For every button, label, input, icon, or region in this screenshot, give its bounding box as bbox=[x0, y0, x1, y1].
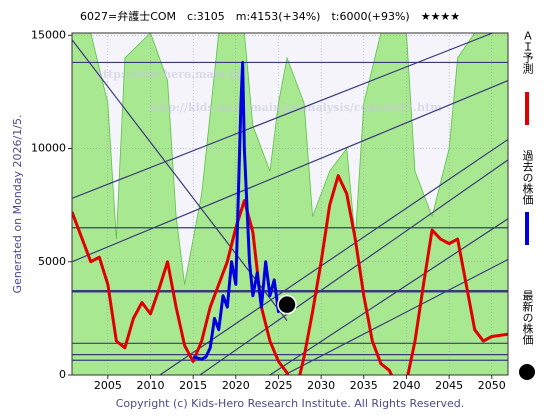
watermark: http://kids-hero.main.jp/analysis/code60… bbox=[150, 101, 442, 114]
side-note: Generated on Monday 2026/1/5. bbox=[11, 115, 24, 294]
y-tick-label: 5000 bbox=[38, 255, 66, 268]
x-tick-label: 2005 bbox=[94, 379, 122, 392]
x-tick-label: 2035 bbox=[350, 379, 378, 392]
x-tick-label: 2010 bbox=[136, 379, 164, 392]
x-tick-label: 2015 bbox=[179, 379, 207, 392]
x-tick-label: 2025 bbox=[264, 379, 292, 392]
x-tick-label: 2050 bbox=[478, 379, 506, 392]
trend-line bbox=[159, 138, 508, 375]
x-tick-label: 2030 bbox=[307, 379, 335, 392]
legend-label: 過去の株価 bbox=[521, 150, 534, 205]
chart-title: 6027=弁護士COM c:3105 m:4153(+34%) t:6000(+… bbox=[80, 9, 460, 23]
band-area bbox=[72, 33, 508, 375]
x-tick-label: 2045 bbox=[435, 379, 463, 392]
y-tick-label: 15000 bbox=[31, 28, 66, 41]
trend-line bbox=[284, 258, 508, 375]
trend-line bbox=[72, 80, 508, 263]
footer: Copyright (c) Kids-Hero Research Institu… bbox=[116, 397, 465, 410]
trend-line bbox=[72, 33, 493, 199]
y-tick-label: 10000 bbox=[31, 142, 66, 155]
plot-frame bbox=[71, 32, 509, 376]
series-line bbox=[192, 60, 285, 361]
trend-line bbox=[269, 218, 508, 375]
x-tick-label: 2020 bbox=[222, 379, 250, 392]
legend-label: 最新の株価 bbox=[521, 290, 534, 345]
series-line bbox=[72, 174, 508, 375]
watermark: http://kids-hero.main.jp/ bbox=[95, 68, 246, 81]
latest-dot bbox=[277, 294, 297, 315]
legend-label: ＡＩ予測 bbox=[521, 30, 534, 75]
legend-swatch bbox=[519, 364, 535, 380]
y-tick-label: 0 bbox=[59, 368, 66, 381]
x-tick-label: 2040 bbox=[392, 379, 420, 392]
trend-line bbox=[199, 159, 508, 375]
